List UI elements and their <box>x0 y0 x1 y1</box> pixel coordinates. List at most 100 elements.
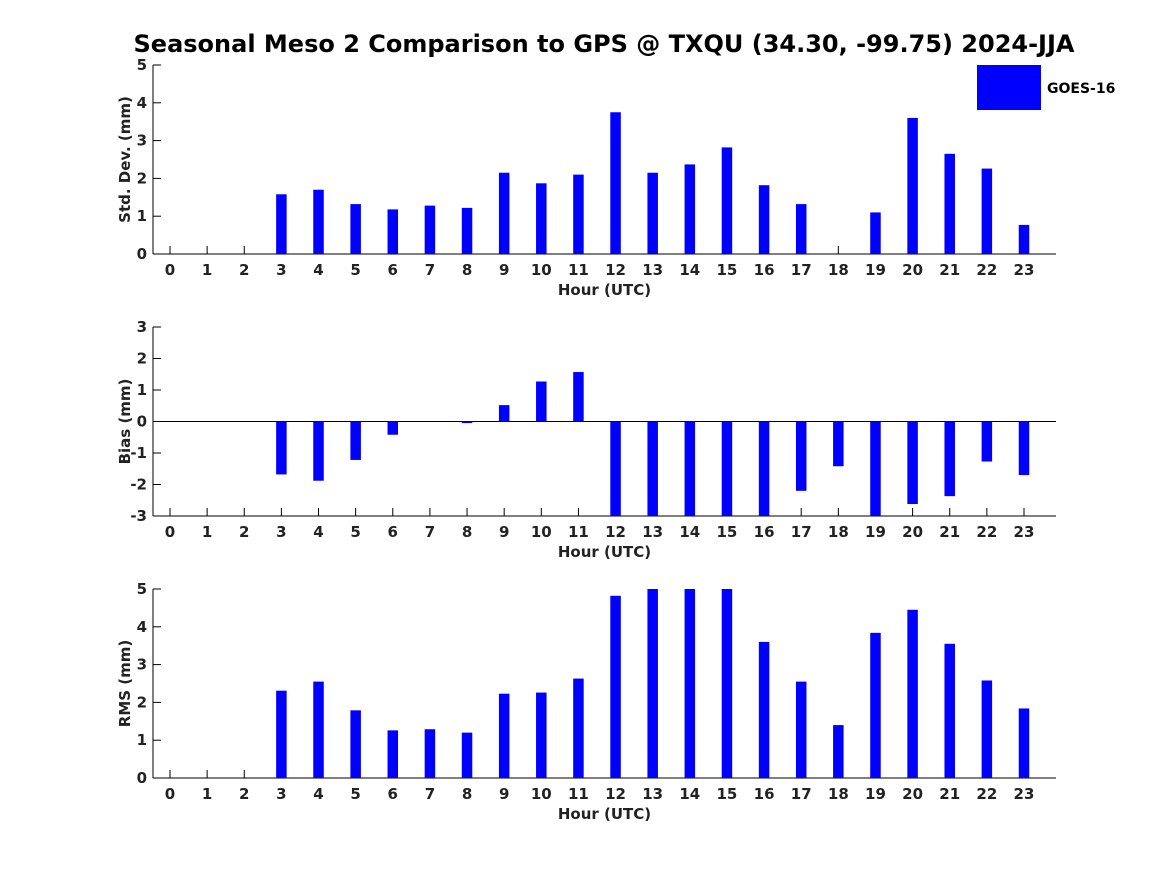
rms-bar-hour-23 <box>1018 708 1030 778</box>
rms-bar-hour-21 <box>944 643 955 778</box>
bias-bar-hour-21 <box>944 421 955 497</box>
bias-xtick-label: 19 <box>865 523 886 541</box>
bias-bar-hour-12 <box>610 421 621 516</box>
bias-bar-hour-8 <box>461 421 473 424</box>
bias-bar-hour-14 <box>684 421 696 516</box>
rms-xtick-label: 14 <box>679 785 700 803</box>
std-dev-bar-hour-3 <box>276 194 287 254</box>
bias-xtick-label: 20 <box>902 523 923 541</box>
rms-xtick-label: 10 <box>531 785 552 803</box>
bias-bar-hour-3 <box>276 421 287 475</box>
std-dev-bar-hour-20 <box>907 117 918 254</box>
legend-swatch-goes-16 <box>977 65 1041 110</box>
bias-xtick-label: 4 <box>313 523 323 541</box>
std-dev-xtick-label: 0 <box>165 261 175 279</box>
bias-xtick-label: 2 <box>239 523 249 541</box>
std-dev-bar-hour-14 <box>684 164 696 254</box>
rms-ytick-label: 1 <box>137 731 147 749</box>
std-dev-xtick-label: 3 <box>276 261 286 279</box>
std-dev-xtick-label: 11 <box>568 261 589 279</box>
std-dev-ytick-label: 5 <box>137 56 147 74</box>
rms-bar-hour-7 <box>424 729 436 778</box>
rms-xtick-label: 16 <box>754 785 775 803</box>
bias-ytick-label: 3 <box>137 318 147 336</box>
std-dev-bar-hour-8 <box>461 207 473 254</box>
bias-ytick-label: 0 <box>137 413 147 431</box>
std-dev-xtick-label: 15 <box>717 261 738 279</box>
rms-xtick-label: 3 <box>276 785 286 803</box>
rms-bar-hour-15 <box>721 589 733 778</box>
rms-xtick-label: 0 <box>165 785 175 803</box>
bias-xtick-label: 10 <box>531 523 552 541</box>
bias-xtick-label: 21 <box>939 523 960 541</box>
bias-xtick-label: 7 <box>425 523 435 541</box>
std-dev-y-axis-label: Std. Dev. (mm) <box>116 96 134 223</box>
bias-xtick-label: 5 <box>350 523 360 541</box>
bias-xtick-label: 16 <box>754 523 775 541</box>
std-dev-ytick-label: 1 <box>137 207 147 225</box>
std-dev-bar-hour-22 <box>981 168 993 254</box>
rms-bar-hour-5 <box>350 710 361 778</box>
std-dev-bar-hour-21 <box>944 153 955 254</box>
rms-bar-hour-22 <box>981 680 993 778</box>
std-dev-bar-hour-17 <box>795 204 807 254</box>
std-dev-bar-hour-16 <box>758 185 770 254</box>
rms-xtick-label: 19 <box>865 785 886 803</box>
rms-bar-hour-14 <box>684 589 696 778</box>
std-dev-x-axis-label: Hour (UTC) <box>558 281 651 299</box>
rms-xtick-label: 15 <box>717 785 738 803</box>
bias-bar-hour-17 <box>795 421 807 491</box>
rms-bar-hour-20 <box>907 609 918 778</box>
std-dev-xtick-label: 4 <box>313 261 323 279</box>
rms-xtick-label: 13 <box>642 785 663 803</box>
std-dev-bar-hour-11 <box>573 174 584 254</box>
bias-ytick-label: 2 <box>137 350 147 368</box>
rms-xtick-label: 20 <box>902 785 923 803</box>
bias-bar-hour-22 <box>981 421 993 462</box>
std-dev-xtick-label: 17 <box>791 261 812 279</box>
bias-xtick-label: 22 <box>976 523 997 541</box>
std-dev-xtick-label: 16 <box>754 261 775 279</box>
rms-xtick-label: 2 <box>239 785 249 803</box>
std-dev-xtick-label: 10 <box>531 261 552 279</box>
std-dev-xtick-label: 14 <box>679 261 700 279</box>
bias-xtick-label: 9 <box>499 523 509 541</box>
bias-bar-hour-19 <box>870 421 881 516</box>
std-dev-bar-hour-12 <box>610 112 621 254</box>
std-dev-xtick-label: 9 <box>499 261 509 279</box>
bias-xtick-label: 12 <box>605 523 626 541</box>
std-dev-xtick-label: 2 <box>239 261 249 279</box>
rms-bar-hour-12 <box>610 595 621 778</box>
bias-bar-hour-13 <box>647 421 658 516</box>
std-dev-xtick-label: 23 <box>1014 261 1035 279</box>
rms-xtick-label: 7 <box>425 785 435 803</box>
rms-bar-hour-6 <box>387 730 399 778</box>
std-dev-xtick-label: 8 <box>462 261 472 279</box>
bias-xtick-label: 6 <box>388 523 398 541</box>
bias-bar-hour-4 <box>313 421 324 481</box>
legend: GOES-16 <box>977 65 1115 110</box>
bias-ytick-label: 1 <box>137 381 147 399</box>
bias-x-axis-label: Hour (UTC) <box>558 543 651 561</box>
legend-label-goes-16: GOES-16 <box>1047 81 1115 97</box>
rms-xtick-label: 6 <box>388 785 398 803</box>
bias-bar-hour-11 <box>573 372 584 422</box>
rms-ytick-label: 4 <box>137 618 147 636</box>
std-dev-bar-hour-23 <box>1018 224 1030 254</box>
bias-bar-hour-9 <box>498 405 510 422</box>
std-dev-bar-hour-9 <box>498 172 510 254</box>
chart-title: Seasonal Meso 2 Comparison to GPS @ TXQU… <box>134 30 1075 58</box>
rms-x-axis-label: Hour (UTC) <box>558 805 651 823</box>
std-dev-ytick-label: 3 <box>137 132 147 150</box>
rms-bar-hour-13 <box>647 589 658 778</box>
rms-bar-hour-10 <box>536 692 547 778</box>
rms-bar-hour-17 <box>795 681 807 778</box>
std-dev-ytick-label: 2 <box>137 169 147 187</box>
std-dev-ytick-label: 0 <box>137 245 147 263</box>
rms-xtick-label: 11 <box>568 785 589 803</box>
rms-bar-hour-8 <box>461 732 473 778</box>
std-dev-xtick-label: 18 <box>828 261 849 279</box>
